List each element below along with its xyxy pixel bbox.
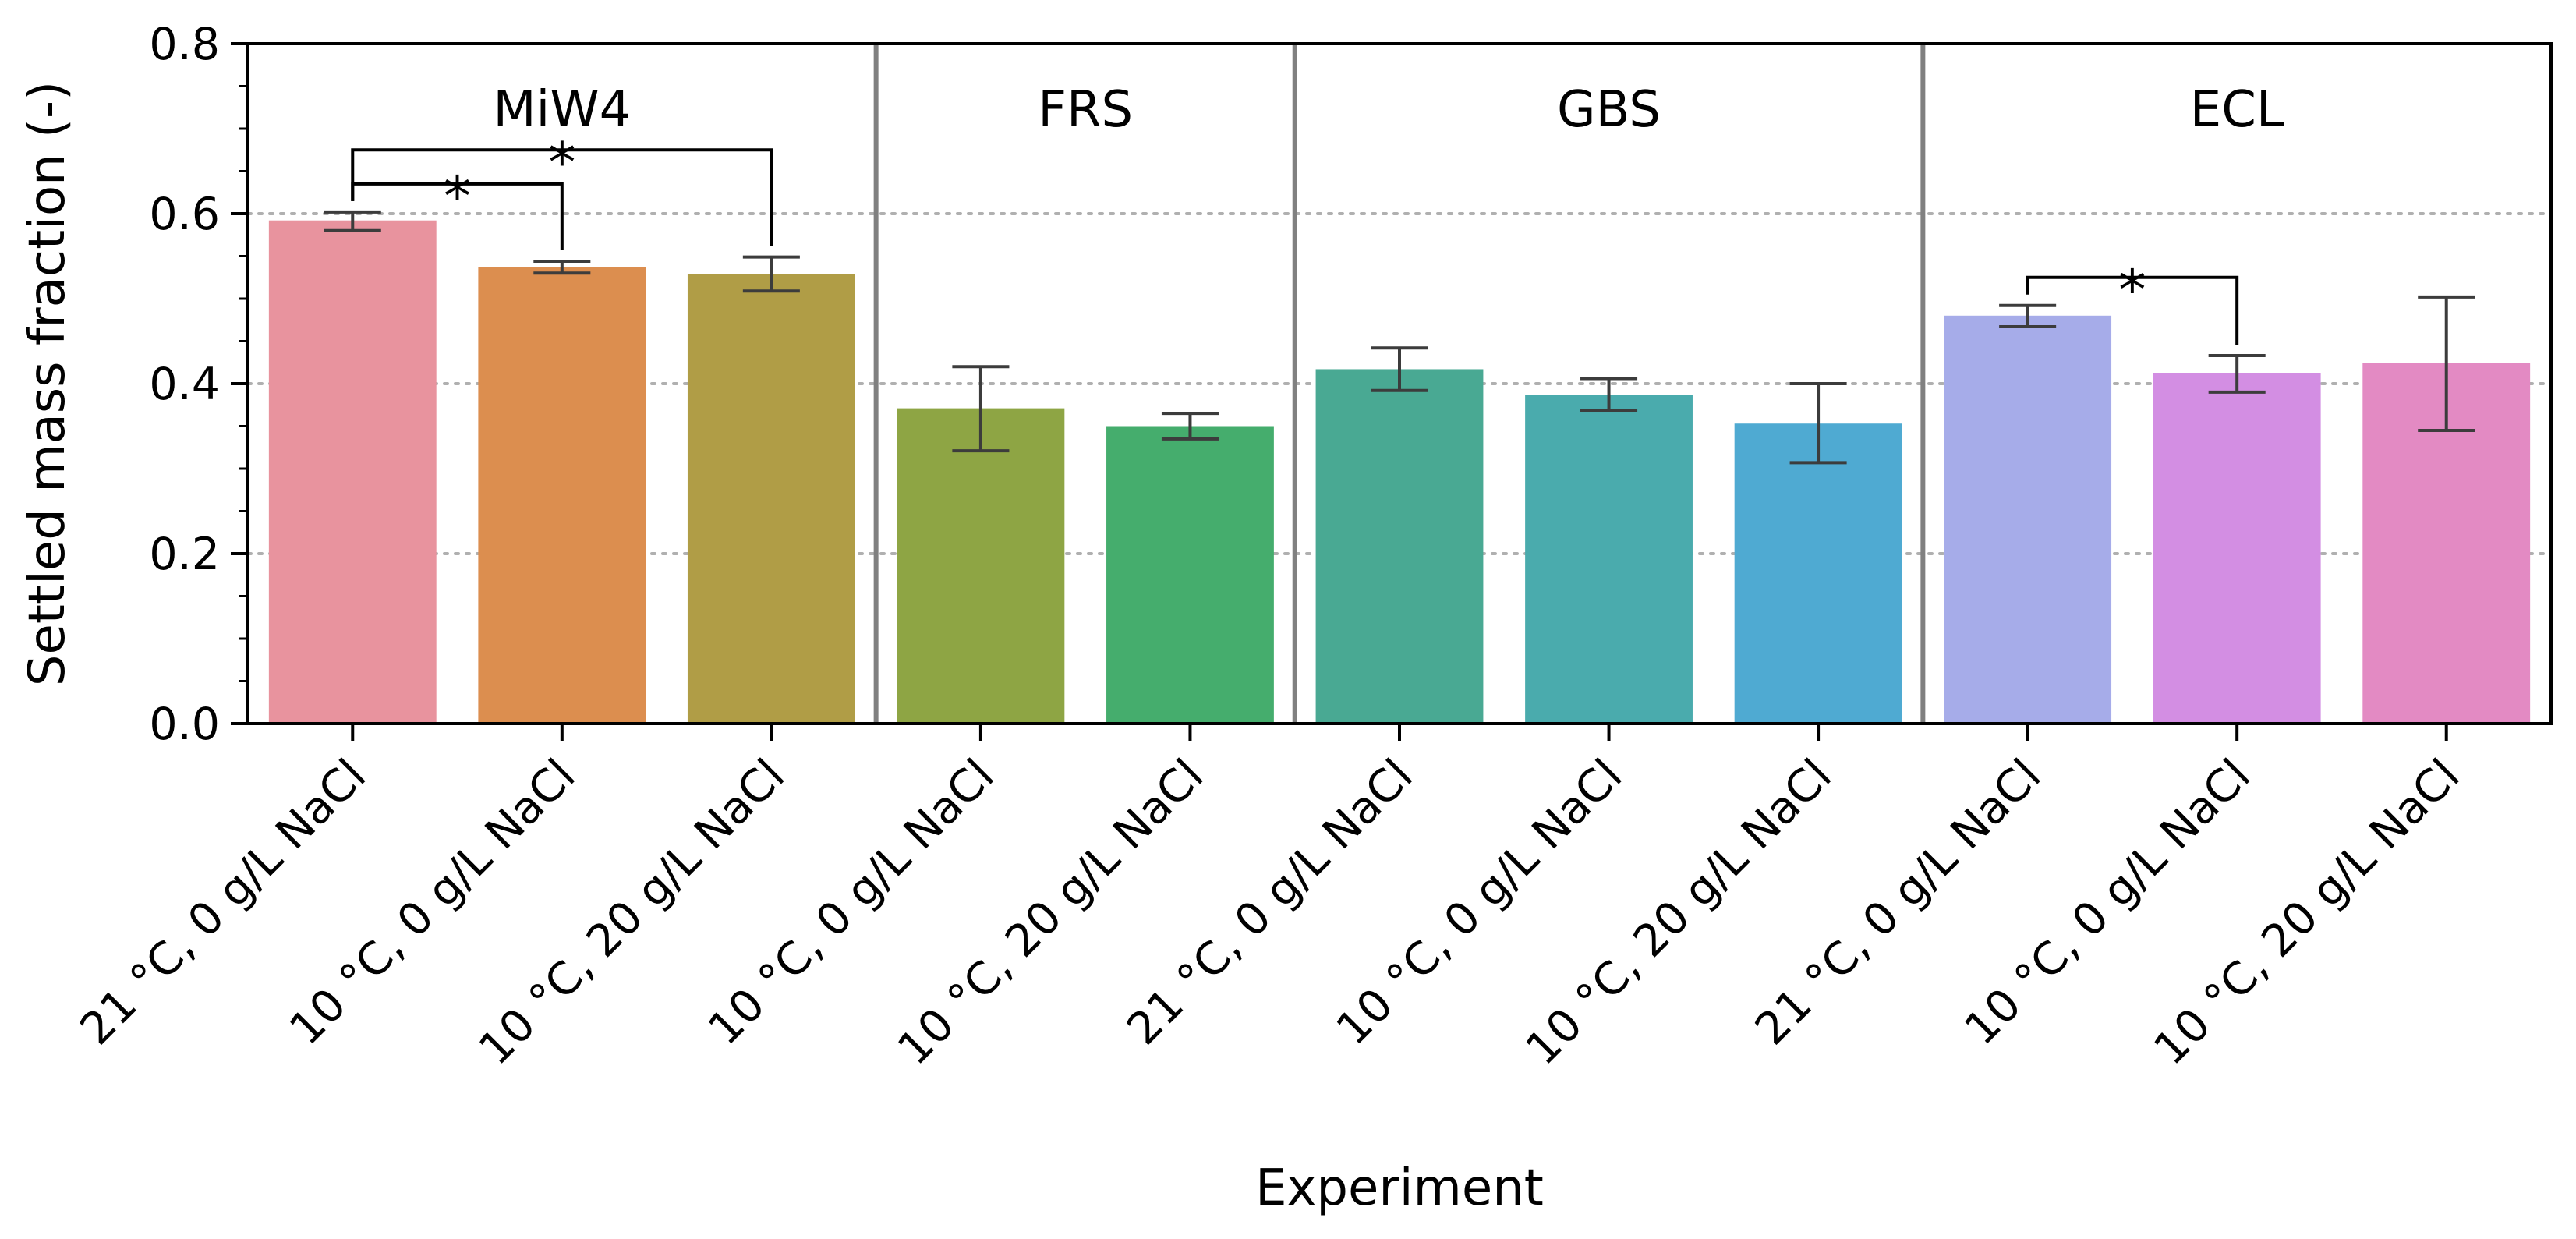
group-label: ECL bbox=[2190, 81, 2284, 139]
group-label: FRS bbox=[1038, 81, 1133, 139]
significance-bracket bbox=[2026, 275, 2239, 345]
group-labels: MiW4 FRS GBS ECL bbox=[493, 81, 2284, 139]
significance-bracket bbox=[351, 148, 773, 246]
group-label: MiW4 bbox=[493, 81, 631, 139]
bar bbox=[1106, 426, 1274, 724]
bar bbox=[897, 408, 1065, 724]
bar bbox=[478, 267, 646, 724]
y-tick-label: 0.0 bbox=[149, 699, 220, 750]
error-bars bbox=[324, 210, 2475, 465]
significance-brackets: * * * bbox=[351, 130, 2239, 345]
group-label: GBS bbox=[1557, 81, 1661, 139]
bar bbox=[1734, 423, 1902, 724]
y-axis-title: Settled mass fraction (-) bbox=[19, 81, 76, 686]
significance-star: * bbox=[2118, 258, 2146, 322]
y-axis: 0.0 0.2 0.4 0.6 0.8 bbox=[149, 19, 248, 750]
x-axis-title: Experiment bbox=[1255, 1159, 1544, 1217]
y-tick-label: 0.4 bbox=[149, 359, 220, 410]
bar bbox=[687, 274, 855, 724]
significance-star: * bbox=[548, 130, 575, 194]
bar bbox=[1315, 369, 1484, 724]
bar bbox=[1525, 395, 1693, 724]
y-tick-label: 0.6 bbox=[149, 189, 220, 240]
bar bbox=[268, 220, 437, 724]
bars bbox=[268, 220, 2531, 724]
group-separators bbox=[873, 44, 1926, 724]
y-tick-label: 0.8 bbox=[149, 19, 220, 70]
bar bbox=[1944, 315, 2112, 724]
significance-star: * bbox=[444, 165, 471, 228]
bar bbox=[2153, 373, 2321, 724]
y-tick-label: 0.2 bbox=[149, 529, 220, 580]
